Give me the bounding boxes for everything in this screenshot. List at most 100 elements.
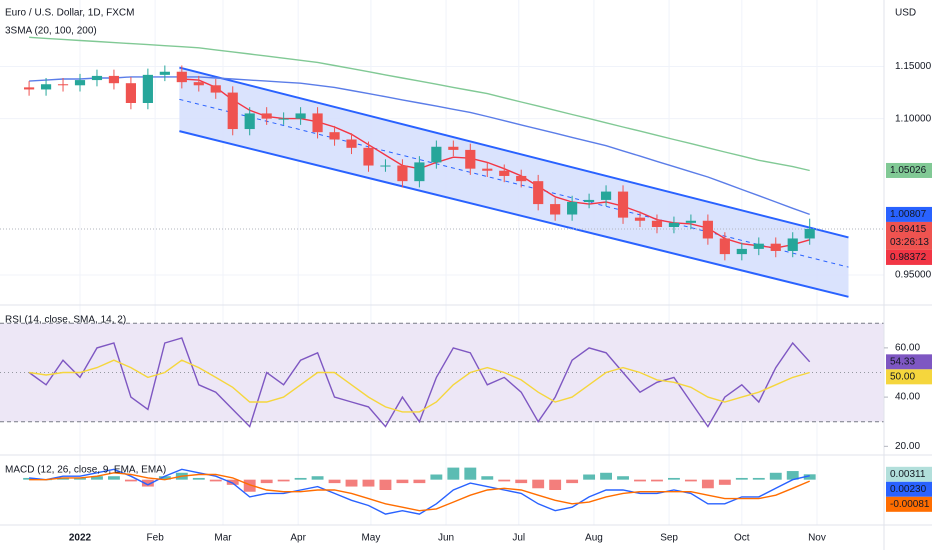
histogram-bar: [498, 479, 511, 482]
histogram-bar: [379, 479, 392, 490]
candle-body: [499, 170, 510, 176]
histogram-bar: [124, 479, 137, 482]
y-tick-label: 1.15000: [895, 61, 932, 72]
histogram-bar: [108, 476, 120, 480]
histogram-bar: [209, 479, 222, 482]
candle-body: [142, 74, 153, 103]
candle-body: [295, 113, 306, 119]
y-tick-label: 1.10000: [895, 113, 932, 124]
indicator-title: 3SMA (20, 100, 200): [5, 26, 97, 37]
candle-body: [278, 118, 289, 120]
candle-body: [668, 222, 680, 228]
candle-body: [431, 146, 442, 163]
candle-body: [736, 248, 747, 255]
candle-body: [91, 75, 103, 81]
candle-body: [651, 220, 663, 228]
candle-body: [74, 80, 86, 86]
histogram-bar: [769, 472, 782, 480]
candle-body: [176, 71, 187, 83]
candle-body: [125, 83, 136, 103]
histogram-bar: [600, 472, 612, 480]
histogram-bar: [413, 479, 426, 484]
candle-body: [312, 113, 323, 133]
indicator-line: [29, 36, 810, 172]
x-tick-label: 2022: [69, 533, 92, 544]
candle-body: [329, 132, 340, 140]
candle-body: [40, 84, 52, 90]
candle-body: [584, 199, 595, 202]
histogram-bar: [566, 479, 579, 484]
histogram-bar: [57, 477, 69, 480]
price-label-bg: [886, 249, 932, 265]
price-label-bg: [886, 466, 932, 482]
histogram-bar: [158, 476, 171, 480]
histogram-bar: [260, 479, 273, 484]
candle-body: [516, 175, 527, 182]
histogram-bar: [396, 479, 409, 484]
histogram-bar: [786, 471, 799, 480]
x-tick-label: Apr: [290, 533, 306, 544]
indicator-title: RSI (14, close, SMA, 14, 2): [5, 315, 126, 326]
price-label: 1.00807: [890, 209, 927, 220]
indicator-line: [29, 76, 810, 216]
candle-body: [753, 243, 764, 249]
price-label: 0.99415: [890, 224, 927, 235]
x-tick-label: Feb: [147, 533, 165, 544]
candle-body: [600, 191, 612, 200]
channel-lower: [179, 130, 849, 298]
indicator-line: [28, 337, 811, 428]
candle-body: [380, 165, 391, 167]
indicator-title: MACD (12, 26, close, 9, EMA, EMA): [5, 465, 166, 476]
histogram-bar: [752, 477, 765, 480]
indicator-line: [29, 472, 810, 512]
candle-body: [448, 146, 459, 150]
histogram-bar: [447, 467, 460, 480]
histogram-bar: [226, 479, 239, 485]
y-tick-label: 60.00: [895, 343, 920, 354]
histogram-bar: [651, 479, 663, 482]
y-tick-label: 40.00: [895, 392, 920, 403]
candle-body: [159, 71, 170, 75]
histogram-bar: [617, 476, 629, 480]
x-tick-label: Jul: [512, 533, 525, 544]
price-label-bg: [886, 496, 932, 512]
indicator-line: [28, 359, 810, 413]
y-tick-label: 0.95000: [895, 270, 932, 281]
candle-body: [465, 149, 476, 169]
histogram-bar: [91, 476, 103, 480]
histogram-bar: [735, 477, 748, 480]
histogram-bar: [803, 474, 816, 480]
candle-body: [804, 228, 815, 239]
candle-body: [533, 181, 544, 205]
histogram-bar: [481, 476, 494, 480]
histogram-bar: [668, 477, 680, 480]
histogram-bar: [634, 479, 646, 482]
price-label-bg: [886, 354, 932, 370]
candle-body: [719, 238, 730, 255]
candle-body: [617, 191, 629, 218]
candle-body: [193, 82, 204, 86]
candle-body: [702, 220, 713, 239]
histogram-bar: [718, 479, 731, 485]
price-label-bg: [886, 206, 932, 222]
y-tick-label: 20.00: [895, 441, 920, 452]
price-label: 50.00: [890, 371, 915, 382]
price-label: 0.00230: [890, 484, 927, 495]
x-tick-label: Aug: [585, 533, 603, 544]
x-tick-label: May: [361, 533, 380, 544]
histogram-bar: [311, 476, 324, 480]
histogram-bar: [684, 479, 697, 482]
histogram-bar: [243, 479, 256, 492]
candle-body: [363, 147, 374, 166]
histogram-bar: [328, 479, 341, 484]
histogram-bar: [430, 474, 443, 480]
histogram-bar: [141, 479, 154, 487]
candle-body: [346, 139, 357, 148]
candle-body: [685, 220, 696, 223]
countdown-label: 03:26:13: [890, 237, 929, 248]
histogram-bar: [583, 474, 596, 480]
candle-body: [227, 92, 238, 130]
x-tick-label: Sep: [660, 533, 678, 544]
candle-body: [770, 243, 781, 251]
price-label-bg: [886, 369, 932, 385]
